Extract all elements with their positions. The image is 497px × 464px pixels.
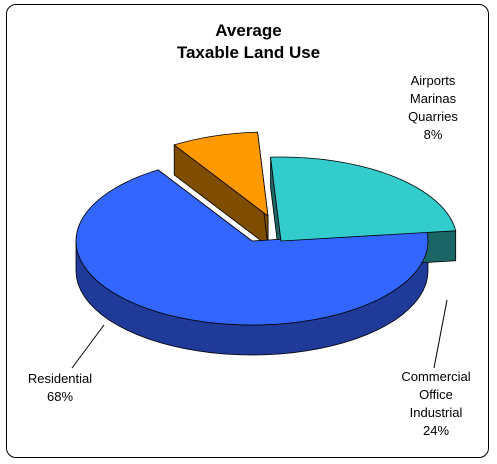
label-commercial-name-1: Commercial: [401, 369, 471, 384]
chart-title-line-2: Taxable Land Use: [176, 43, 321, 62]
chart-title-line-1: Average: [215, 21, 282, 40]
label-airports: Airports Marinas Quarries 8%: [388, 72, 478, 144]
label-airports-name-1: Airports: [410, 73, 456, 88]
label-commercial-name-2: Office: [419, 387, 453, 402]
slice-commercial: [270, 156, 457, 242]
label-commercial-value: 24%: [422, 423, 450, 438]
label-airports-name-3: Quarries: [408, 109, 458, 124]
leader-residential: [71, 324, 105, 369]
label-commercial-name-3: Industrial: [409, 405, 463, 420]
leader-commercial: [433, 299, 448, 369]
label-residential-name: Residential: [27, 371, 93, 386]
pie-top-layer: [75, 131, 457, 326]
slice-residential: [75, 169, 429, 326]
label-airports-name-2: Marinas: [409, 91, 457, 106]
chart-title: Average Taxable Land Use: [0, 20, 497, 64]
label-commercial: Commercial Office Industrial 24%: [386, 368, 486, 440]
label-residential-value: 68%: [46, 389, 74, 404]
label-residential: Residential 68%: [20, 370, 100, 406]
slice-airports: [173, 131, 269, 217]
label-airports-value: 8%: [423, 127, 443, 142]
